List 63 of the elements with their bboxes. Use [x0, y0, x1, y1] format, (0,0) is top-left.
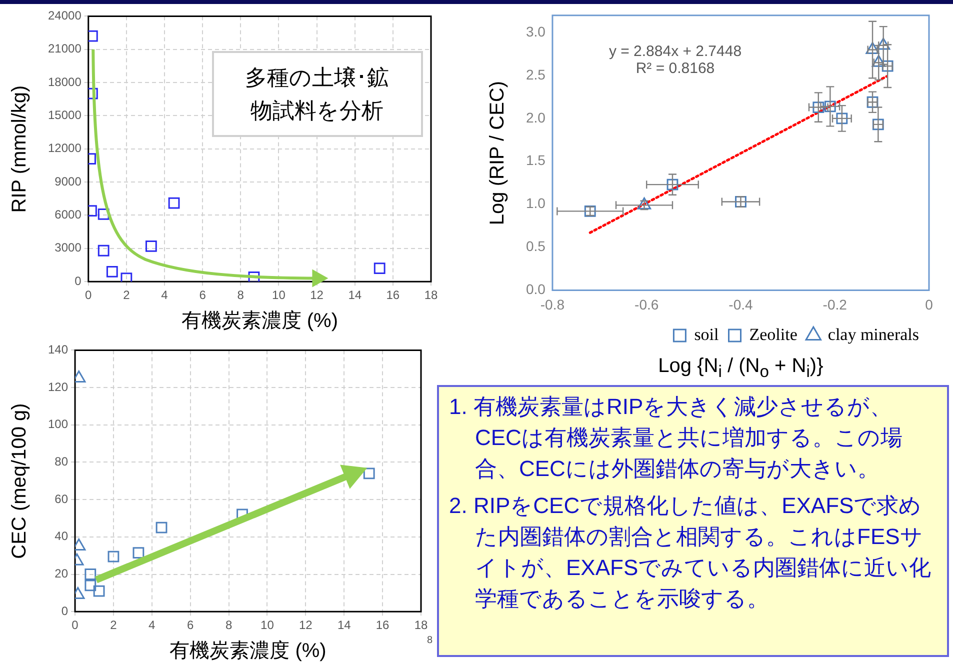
- y-tick-label: 3.0: [526, 23, 546, 40]
- legend-label: soil: [694, 324, 720, 344]
- y-tick-label: 9000: [54, 174, 82, 188]
- x-tick-label: -0.4: [728, 296, 754, 312]
- y-axis-title: CEC (meq/100 g): [8, 403, 32, 559]
- x-tick-label: 10: [272, 288, 286, 302]
- x-tick-label: 6: [187, 618, 194, 632]
- y-tick-label: 1.0: [526, 195, 546, 212]
- x-tick-label: 4: [161, 288, 168, 302]
- legend-label: clay minerals: [828, 324, 920, 344]
- x-tick-label: -0.8: [540, 296, 565, 312]
- y-axis-title: Log (RIP / CEC): [486, 80, 510, 225]
- x-tick-label: 10: [260, 618, 274, 632]
- x-tick-label: 4: [148, 618, 156, 632]
- x-tick-label: 8: [237, 288, 244, 302]
- text: 1. 有機炭素量はRIPを大きく減少させるが、CECは有機炭素量と共に増加する。この場合、CECには外圏錯体の寄与が大きい。: [449, 393, 904, 483]
- x-tick-label: -0.2: [822, 296, 848, 312]
- y-tick-label: 15000: [48, 108, 82, 122]
- x-tick-label: 8: [225, 618, 232, 632]
- y-tick-label: 120: [48, 380, 68, 394]
- x-tick-label: -0.6: [634, 296, 659, 312]
- y-tick-label: 0: [61, 604, 68, 618]
- x-tick-label: 14: [337, 618, 352, 632]
- y-tick-label: 2.0: [526, 109, 546, 126]
- x-tick-label: 0: [925, 296, 934, 312]
- y-tick-label: 0.0: [526, 281, 546, 298]
- y-tick-label: 2.5: [526, 66, 546, 82]
- y-tick-label: 3000: [54, 240, 82, 255]
- x-tick-label: 18: [424, 288, 438, 302]
- x-axis-title: 有機炭素濃度 (%): [181, 309, 338, 334]
- y-tick-label: 20: [54, 566, 68, 581]
- y-tick-label: 18000: [48, 74, 82, 89]
- x-tick-label: 16: [386, 288, 400, 302]
- y-tick-label: 140: [48, 342, 68, 357]
- y-tick-label: 0: [74, 274, 82, 288]
- x-tick-label: 12: [310, 288, 324, 302]
- x-tick-label: 0: [85, 288, 92, 302]
- legend-label: Zeolite: [749, 324, 798, 344]
- y-tick-label: 21000: [48, 42, 82, 56]
- y-axis-title: RIP (mmol/kg): [8, 85, 32, 213]
- x-tick-label: 2: [123, 288, 130, 302]
- x-tick-label: 18: [414, 618, 428, 632]
- text: 8: [427, 635, 433, 646]
- x-axis-title: Log {N$_{i}$ / (N$_{o}$ + N$_{i}$)}: [658, 355, 824, 382]
- annotation: R² = 0.8168: [634, 60, 716, 77]
- y-tick-label: 100: [48, 417, 68, 432]
- y-tick-label: 0.5: [526, 238, 546, 254]
- y-tick-label: 6000: [54, 208, 82, 222]
- x-tick-label: 6: [199, 288, 206, 302]
- y-tick-label: 12000: [48, 141, 82, 156]
- text: 2. RIPをCECで規格化した値は、EXAFSで求めた内圏錯体の割合と相関する。これはFESサイトが、EXAFSでみている内圏錯体に近い化学種であることを示唆する。: [449, 492, 932, 613]
- y-tick-label: 60: [54, 492, 68, 506]
- x-tick-label: 12: [298, 618, 313, 632]
- y-tick-label: 40: [54, 529, 68, 544]
- x-tick-label: 2: [110, 618, 118, 632]
- annotation: y = 2.884x + 2.7448: [608, 42, 742, 60]
- annotation: 多種の土壌･鉱物試料を分析: [244, 64, 390, 125]
- y-tick-label: 80: [54, 454, 68, 469]
- x-tick-label: 14: [348, 288, 362, 302]
- x-axis-title: 有機炭素濃度 (%): [170, 639, 326, 664]
- y-tick-label: 1.5: [526, 152, 546, 168]
- y-tick-label: 24000: [48, 8, 82, 23]
- x-tick-label: 16: [376, 618, 390, 632]
